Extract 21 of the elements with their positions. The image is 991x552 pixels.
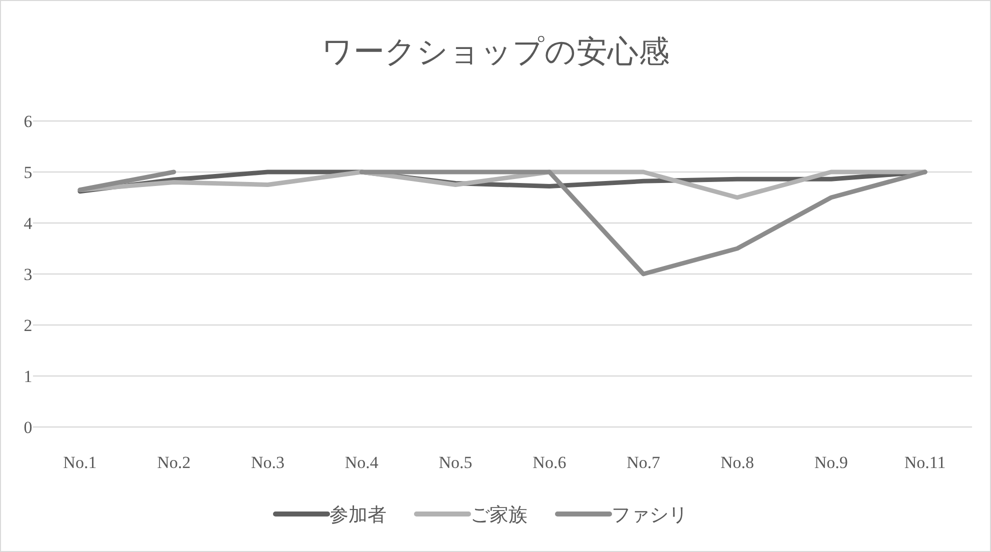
y-tick-label: 3 [24, 265, 32, 284]
y-tick-label: 2 [24, 316, 32, 335]
x-tick-label: No.6 [532, 453, 566, 472]
x-tick-label: No.1 [63, 453, 97, 472]
x-tick-label: No.11 [904, 453, 946, 472]
y-tick-label: 1 [24, 367, 32, 386]
legend-label: ご家族 [470, 504, 528, 526]
x-tick-label: No.4 [344, 453, 379, 472]
x-tick-label: No.2 [157, 453, 191, 472]
x-tick-label: No.7 [626, 453, 661, 472]
x-tick-label: No.9 [814, 453, 848, 472]
chart-title: ワークショップの安心感 [322, 34, 670, 69]
legend-label: ファシリ [612, 505, 688, 526]
x-tick-label: No.8 [720, 453, 754, 472]
x-tick-label: No.3 [250, 453, 285, 472]
y-tick-label: 0 [24, 418, 32, 437]
x-tick-label: No.5 [438, 453, 472, 472]
y-tick-label: 4 [24, 214, 33, 233]
y-tick-label: 6 [24, 112, 32, 131]
legend-label: 参加者 [330, 505, 386, 526]
y-tick-label: 5 [24, 163, 32, 182]
